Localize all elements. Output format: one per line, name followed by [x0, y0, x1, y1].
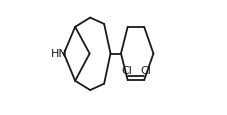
Text: Cl: Cl — [139, 66, 150, 76]
Text: Cl: Cl — [121, 66, 132, 76]
Text: HN: HN — [51, 49, 68, 58]
